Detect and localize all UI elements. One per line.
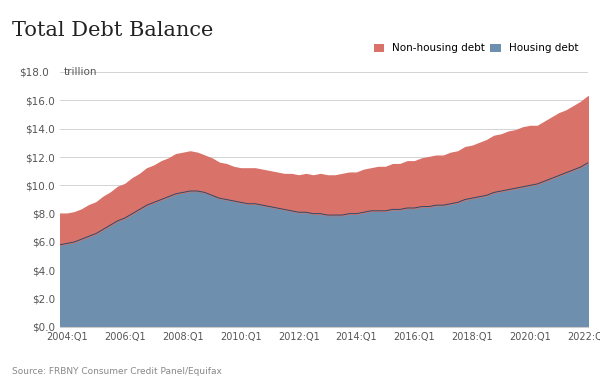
Text: Total Debt Balance: Total Debt Balance <box>12 21 214 40</box>
Legend: Non-housing debt, Housing debt: Non-housing debt, Housing debt <box>370 39 583 57</box>
Text: $18.0: $18.0 <box>19 67 49 77</box>
Text: Source: FRBNY Consumer Credit Panel/Equifax: Source: FRBNY Consumer Credit Panel/Equi… <box>12 367 222 376</box>
Text: trillion: trillion <box>64 67 97 77</box>
